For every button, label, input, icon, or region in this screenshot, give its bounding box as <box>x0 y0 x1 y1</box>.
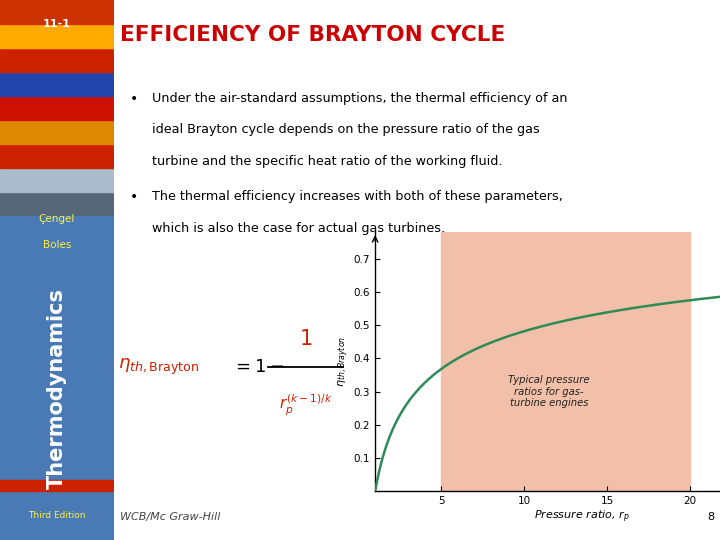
Text: Çengel: Çengel <box>39 214 75 224</box>
Bar <box>0 192 114 216</box>
Text: •: • <box>130 190 138 204</box>
Bar <box>0 216 114 540</box>
Text: $\eta_{th,\mathrm{Brayton}}$: $\eta_{th,\mathrm{Brayton}}$ <box>117 357 199 377</box>
X-axis label: Pressure ratio, $r_p$: Pressure ratio, $r_p$ <box>534 509 630 525</box>
Y-axis label: $\eta_{th, Brayton}$: $\eta_{th, Brayton}$ <box>336 336 351 387</box>
Text: Typical pressure
ratios for gas-
turbine engines: Typical pressure ratios for gas- turbine… <box>508 375 590 408</box>
Text: Boles: Boles <box>42 240 71 251</box>
Bar <box>0 48 114 72</box>
Text: EFFICIENCY OF BRAYTON CYCLE: EFFICIENCY OF BRAYTON CYCLE <box>120 25 505 45</box>
Text: $r_p^{(k-1)/k}$: $r_p^{(k-1)/k}$ <box>279 393 332 418</box>
Bar <box>0 72 114 96</box>
Text: Under the air-standard assumptions, the thermal efficiency of an: Under the air-standard assumptions, the … <box>152 92 568 105</box>
Bar <box>0 120 114 144</box>
Bar <box>0 144 114 168</box>
Bar <box>0 480 114 491</box>
Text: ideal Brayton cycle depends on the pressure ratio of the gas: ideal Brayton cycle depends on the press… <box>152 123 540 136</box>
Bar <box>0 0 114 24</box>
Bar <box>441 232 690 491</box>
Text: $1$: $1$ <box>299 329 312 349</box>
Bar <box>0 24 114 48</box>
Bar <box>0 168 114 192</box>
Text: The thermal efficiency increases with both of these parameters,: The thermal efficiency increases with bo… <box>152 190 563 203</box>
Text: 11-1: 11-1 <box>43 19 71 29</box>
Bar <box>0 96 114 120</box>
Text: Third Edition: Third Edition <box>28 511 86 520</box>
Text: which is also the case for actual gas turbines.: which is also the case for actual gas tu… <box>152 221 446 234</box>
Text: 8: 8 <box>707 512 714 522</box>
Text: turbine and the specific heat ratio of the working fluid.: turbine and the specific heat ratio of t… <box>152 155 503 168</box>
Text: $= 1 -$: $= 1 -$ <box>232 358 284 376</box>
Text: Thermodynamics: Thermodynamics <box>47 288 67 489</box>
Text: •: • <box>130 92 138 106</box>
Text: WCB/Mc Graw-Hill: WCB/Mc Graw-Hill <box>120 512 220 522</box>
